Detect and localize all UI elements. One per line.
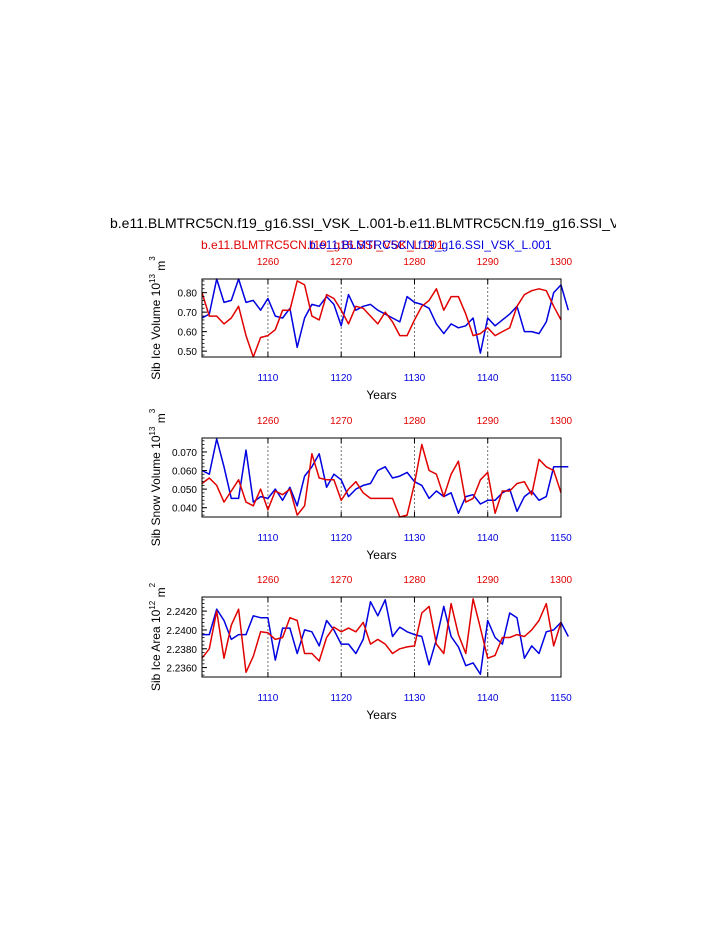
panel-2-ytick-label: 0.070: [172, 448, 197, 459]
panel-3-series-red: [201, 598, 562, 674]
panel-3-xtick-top-label: 1280: [403, 575, 426, 586]
panel-1-xtick-bottom-label: 1150: [550, 373, 572, 384]
panel-2-xtick-top-label: 1260: [257, 416, 280, 427]
panel-1-xtick-bottom-label: 1110: [258, 373, 279, 384]
panel-2-xtick-bottom-label: 1110: [258, 533, 279, 544]
panel-2-xtick-top-label: 1280: [403, 416, 426, 427]
panel-3-ytick-label: 2.2400: [166, 626, 197, 637]
panel-3-xtick-top-label: 1300: [550, 575, 573, 586]
panel-3-ytick-label: 2.2380: [166, 645, 197, 656]
panel-3-ytick-label: 2.2420: [166, 607, 197, 618]
panel-3-series-blue: [202, 599, 569, 675]
panel-3-xtick-bottom-label: 1110: [258, 693, 279, 704]
panel-3-xtick-top-label: 1290: [477, 575, 500, 586]
panel-1-ytick-label: 0.60: [178, 328, 198, 339]
panel-3-frame: [201, 596, 562, 678]
panel-2-xtick-bottom-label: 1150: [550, 533, 572, 544]
panel-2-xtick-bottom-label: 1130: [404, 533, 426, 544]
panel-1-xtick-top-label: 1290: [477, 257, 500, 268]
panel-3-xtick-bottom-label: 1130: [404, 693, 426, 704]
panel-2-series-red: [201, 443, 562, 518]
panel-1-frame: [201, 278, 562, 358]
panel-2-ytick-label: 0.040: [172, 504, 197, 515]
panel-3-xlabel: Years: [366, 708, 396, 722]
panel-1-ytick-label: 0.80: [178, 289, 198, 300]
chart-subtitle-blue: b.e11.BLMTRC5CN.f19_g16.SSI_VSK_L.001: [309, 238, 552, 252]
panel-3-xtick-bottom-label: 1150: [550, 693, 572, 704]
panel-2-ylabel: Sib Snow Volume 1013 m3: [148, 408, 168, 546]
panel-1-series-red: [201, 280, 562, 358]
panel-1-series-blue: [201, 278, 570, 354]
panel-1-xlabel: Years: [366, 388, 396, 402]
panel-2-frame: [201, 437, 562, 518]
panel-1-xtick-top-label: 1260: [257, 257, 280, 268]
panel-1-ylabel: Sib Ice Volume 1013 m3: [148, 256, 168, 380]
panel-3-xtick-bottom-label: 1120: [330, 693, 352, 704]
panel-2-ytick-label: 0.050: [172, 485, 197, 496]
panel-2-xtick-top-label: 1300: [550, 416, 573, 427]
panel-3-xtick-bottom-label: 1140: [477, 693, 499, 704]
panel-2-series-blue: [201, 438, 569, 515]
panel-1-ytick-label: 0.70: [178, 308, 198, 319]
panel-1-xtick-top-label: 1300: [550, 257, 573, 268]
panel-1-xtick-top-label: 1270: [330, 257, 353, 268]
panel-2-xlabel: Years: [366, 548, 396, 562]
chart-title: b.e11.BLMTRC5CN.f19_g16.SSI_VSK_L.001-b.…: [110, 215, 616, 231]
panel-1-xtick-top-label: 1280: [403, 257, 426, 268]
panel-1-xtick-bottom-label: 1120: [330, 373, 352, 384]
panel-2-xtick-top-label: 1290: [477, 416, 500, 427]
panel-3-ytick-label: 2.2360: [166, 664, 197, 675]
panel-1-xtick-bottom-label: 1130: [404, 373, 426, 384]
panel-2-ytick-label: 0.060: [172, 467, 197, 478]
panel-2-xtick-bottom-label: 1120: [330, 533, 352, 544]
panel-3-xtick-top-label: 1260: [257, 575, 280, 586]
panel-2-xtick-bottom-label: 1140: [477, 533, 499, 544]
panel-1-ytick-label: 0.50: [178, 347, 198, 358]
panel-3-xtick-top-label: 1270: [330, 575, 353, 586]
panel-2-xtick-top-label: 1270: [330, 416, 353, 427]
panel-3-ylabel: Sib Ice Area 1012 m2: [148, 582, 168, 691]
chart-subtitle-red: b.e11.BLMTRC5CN.f19_g16.SSI_VSK_L.001: [201, 238, 444, 252]
panel-1-xtick-bottom-label: 1140: [477, 373, 499, 384]
